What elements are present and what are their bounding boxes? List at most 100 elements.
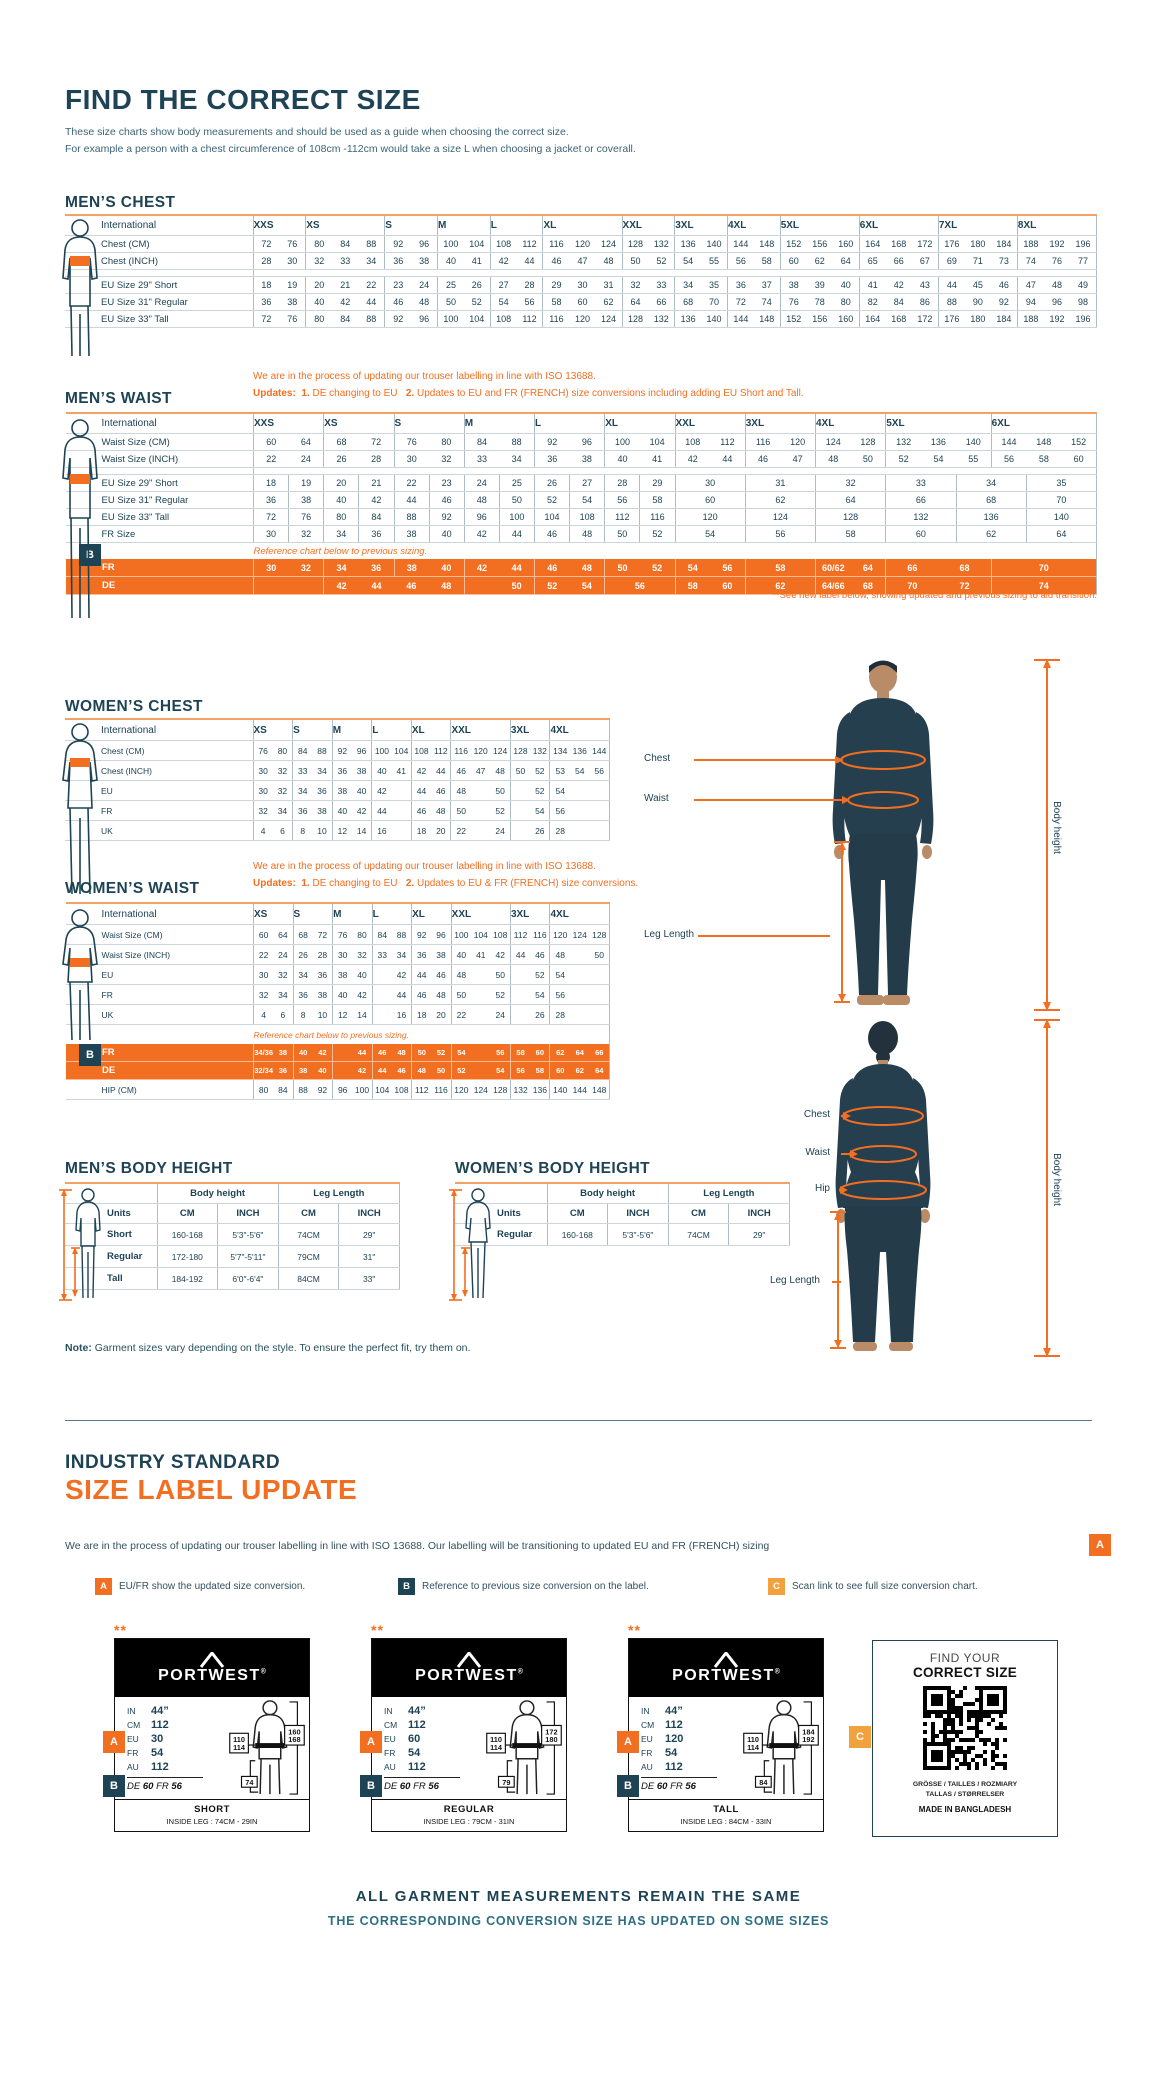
table-cell: 5'3"-5'6" xyxy=(607,1223,669,1246)
badge-a-icon: A xyxy=(617,1731,639,1753)
table-cell: 72 76 xyxy=(252,310,306,328)
table-cell: 152 156 160 xyxy=(779,310,860,328)
reference-badge-b-mens: B xyxy=(79,544,101,566)
table-row: Waist Size (CM) 60 64 68 72 76 80 84 88 92 96 100 10… xyxy=(65,433,1097,451)
table-cell: 54 56 xyxy=(674,559,746,577)
page-title: FIND THE CORRECT SIZE xyxy=(65,84,421,115)
svg-text:160: 160 xyxy=(288,1727,300,1736)
table-cell: 74 76 77 xyxy=(1016,252,1097,270)
table-cell: 24 xyxy=(463,474,500,492)
badge-b-icon: B xyxy=(360,1775,382,1797)
brand-wordmark: PORTWEST® xyxy=(415,1667,523,1684)
table-cell: 5'3"-5'6" xyxy=(217,1223,279,1246)
table-cell: 58 xyxy=(639,491,675,509)
table-cell: 124 128 xyxy=(814,433,886,451)
table-cell: 31" xyxy=(338,1245,400,1268)
table-cell: 26 28 xyxy=(292,944,333,965)
update-2-text: Updates to EU and FR (FRENCH) size conve… xyxy=(414,388,804,399)
womens-waist-table: International XS S M L XL XXL 3XL 4XL Waist Size … xyxy=(65,902,610,1100)
garment-note: Note: Garment sizes vary depending on th… xyxy=(65,1342,470,1354)
table-cell: 80 84 88 xyxy=(305,310,385,328)
table-cell: 50 52 xyxy=(450,800,511,821)
table-cell: 18 19 xyxy=(252,276,306,294)
table-cell: 28 xyxy=(549,1004,610,1025)
table-cell: XL xyxy=(410,719,451,741)
table-cell: 12 14 xyxy=(331,820,372,841)
table-cell: 32 33 xyxy=(621,276,675,294)
table-cell: 41 42 43 xyxy=(858,276,939,294)
table-cell: 42 xyxy=(358,491,394,509)
row-label-cell: Waist Size (CM) xyxy=(65,924,254,945)
table-cell: 44 xyxy=(371,984,412,1005)
table-cell: 28 30 xyxy=(252,252,306,270)
table-cell: 66 xyxy=(885,491,956,509)
portwest-mountain-icon xyxy=(456,1652,482,1668)
table-cell: 42 44 xyxy=(489,252,543,270)
table-row xyxy=(65,467,1097,475)
female-body-illustration: Chest Waist Hip Leg Length Body height xyxy=(632,1012,1082,1364)
table-cell: 4XL xyxy=(549,903,610,925)
womens-waist-heading: WOMEN’S WAIST xyxy=(65,880,200,897)
table-cell: 52 xyxy=(639,525,675,543)
table-cell: 18 20 xyxy=(411,1004,452,1025)
table-cell: 116 120 124 xyxy=(542,310,623,328)
table-row: EU 30 32 34 36 38 40 42 44 46 48 50 52 54 xyxy=(65,964,610,985)
table-cell: XL xyxy=(604,413,675,434)
table-row: DE 32/34 36 38 40 42 44 46 48 50 52 54 56 58 60 62 64 xyxy=(65,1061,610,1080)
table-cell: 108 112 xyxy=(674,433,746,451)
table-row: Short 160-168 5'3"-5'6" 74CM 29" xyxy=(65,1223,400,1246)
table-cell: 116 120 124 xyxy=(542,235,623,253)
table-cell: XS xyxy=(253,903,294,925)
portwest-logo: PORTWEST® xyxy=(115,1639,309,1697)
row-label-cell: EU Size 31" Regular xyxy=(65,491,254,509)
size-rows: IN 44” CM 112 EU 30 FR 54 AU 112 DE 60 FR 56 xyxy=(127,1704,203,1792)
table-cell: 38 xyxy=(393,525,430,543)
table-cell: 35 xyxy=(1025,474,1097,492)
table-cell: 42 xyxy=(332,1061,373,1080)
table-cell: 32/34 36 xyxy=(253,1061,294,1080)
table-row: Regular 160-168 5'3"-5'6" 74CM 29" xyxy=(455,1223,790,1246)
update-note-line2: Updates: 1. DE changing to EU 2. Updates… xyxy=(253,875,1093,892)
table-cell: 100 104 xyxy=(437,235,491,253)
table-cell: 92 96 xyxy=(533,433,605,451)
table-cell: 38 40 xyxy=(292,1061,333,1080)
table-row: Reference chart below to previous sizing… xyxy=(66,1025,610,1045)
update-2-num: 2. xyxy=(405,878,415,889)
table-cell: INCH xyxy=(217,1203,279,1224)
langs-line-1: GRÖSSE / TAILLES / ROZMIARY xyxy=(912,1781,1018,1788)
row-label-cell: Units xyxy=(65,1203,157,1224)
table-cell: Leg Length xyxy=(277,1183,400,1204)
table-cell: 128 132 xyxy=(509,740,550,761)
table-cell: 62 xyxy=(744,576,816,595)
table-cell: 44 45 46 xyxy=(937,276,1018,294)
table-cell: 33 34 xyxy=(292,760,333,781)
table-cell: XXS xyxy=(252,413,324,434)
table-cell: 84 88 xyxy=(292,740,333,761)
table-cell: 132 xyxy=(885,508,956,526)
table-cell: 19 xyxy=(288,474,324,492)
update-2-text: Updates to EU & FR (FRENCH) size convers… xyxy=(414,878,639,889)
brand-wordmark: PORTWEST® xyxy=(158,1667,266,1684)
table-row: UK 4 6 8 10 12 14 16 18 20 22 24 26 28 xyxy=(65,1004,610,1025)
table-cell: 25 xyxy=(498,474,535,492)
table-cell: 6XL xyxy=(990,413,1097,434)
footer-line-1: ALL GARMENT MEASUREMENTS REMAIN THE SAME xyxy=(355,1888,802,1905)
inside-leg-text: INSIDE LEG : 79CM - 31IN xyxy=(423,1817,515,1826)
table-cell: 65 66 67 xyxy=(858,252,939,270)
table-cell: S xyxy=(384,215,438,236)
table-cell: 44 xyxy=(332,1044,373,1062)
table-cell: 12 14 xyxy=(332,1004,373,1025)
table-cell: Reference chart below to previous sizing… xyxy=(253,545,428,557)
updates-label: Updates: xyxy=(253,878,296,889)
womens-body-height-figure-icon xyxy=(449,1188,491,1301)
svg-text:172: 172 xyxy=(545,1727,557,1736)
badge-b-icon: B xyxy=(103,1775,125,1797)
table-cell: XXS xyxy=(252,215,306,236)
table-cell: 108 112 xyxy=(489,310,543,328)
table-cell: 84CM xyxy=(277,1267,339,1290)
table-cell: 84 xyxy=(358,508,394,526)
table-cell: 18 xyxy=(252,474,289,492)
row-label-cell: EU Size 33" Tall xyxy=(65,508,254,526)
update-note-line1: We are in the process of updating our tr… xyxy=(253,861,596,872)
industry-standard-heading: INDUSTRY STANDARD xyxy=(65,1452,281,1473)
